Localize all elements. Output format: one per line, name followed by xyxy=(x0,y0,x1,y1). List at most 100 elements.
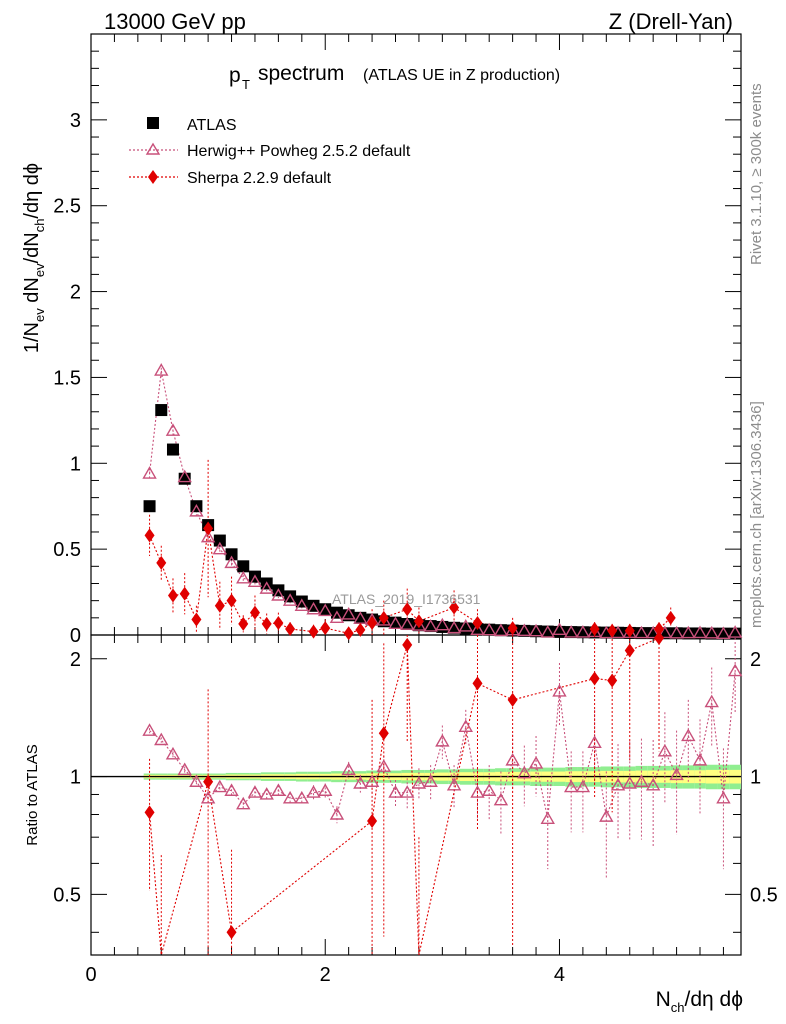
sherpa-ratio-point xyxy=(589,671,600,686)
sherpa-ratio-point xyxy=(654,630,665,645)
sherpa-point xyxy=(261,616,272,631)
herwig-ratio-point xyxy=(306,785,321,798)
herwig-point xyxy=(282,593,298,606)
title-sub-t: T xyxy=(242,77,250,92)
title-paren: (ATLAS UE in Z production) xyxy=(363,67,560,84)
herwig-point xyxy=(552,622,567,636)
sherpa-point xyxy=(249,605,260,620)
sherpa-point xyxy=(654,621,665,636)
rivet-version-label: Rivet 3.1.10, ≥ 300k events xyxy=(748,83,765,265)
legend-sherpa-label: Sherpa 2.2.9 default xyxy=(187,170,332,187)
ratio-series-group xyxy=(142,630,743,956)
herwig-ratio-point xyxy=(271,783,286,796)
atlas-point xyxy=(541,625,554,638)
sherpa-point xyxy=(507,621,518,636)
sherpa-ratio-point xyxy=(144,805,155,820)
herwig-point xyxy=(517,623,532,637)
main-y-axis-ticks xyxy=(91,50,741,636)
atlas-point xyxy=(213,534,226,547)
herwig-point xyxy=(446,620,462,634)
main-y-tick-label: 2.5 xyxy=(53,196,81,218)
atlas-point xyxy=(518,624,531,637)
herwig-point xyxy=(388,616,403,630)
atlas-point xyxy=(670,627,683,640)
herwig-point xyxy=(306,601,321,615)
atlas-point xyxy=(717,627,730,640)
ratio-x-axis-ticks xyxy=(90,635,724,955)
sherpa-point xyxy=(472,615,483,630)
herwig-point xyxy=(563,625,579,638)
atlas-point xyxy=(401,618,414,631)
sherpa-point xyxy=(378,610,389,625)
legend-atlas-marker xyxy=(147,117,159,129)
main-y-tick-label: 0 xyxy=(70,625,81,647)
herwig-point xyxy=(704,625,719,639)
sherpa-point xyxy=(402,602,413,617)
atlas-point xyxy=(448,621,461,634)
ratio-y-tick-labels-right: 0.5 1 2 xyxy=(750,649,778,907)
atlas-point xyxy=(530,625,543,638)
herwig-point xyxy=(212,541,228,555)
atlas-point xyxy=(155,404,168,417)
sherpa-point xyxy=(320,621,331,636)
sherpa-line xyxy=(149,528,672,634)
ylabel-part-b: ev xyxy=(32,308,47,322)
sherpa-point xyxy=(449,600,460,615)
herwig-ratio-point xyxy=(423,774,438,787)
sherpa-point xyxy=(191,612,202,627)
svg-text:1/Nev dNev/dNch/dη dϕ: 1/Nev dNev/dNch/dη dϕ xyxy=(21,163,47,353)
main-y-tick-labels: 0 0.5 1 1.5 2 2.5 3 xyxy=(53,110,81,647)
main-x-axis-ticks xyxy=(90,34,724,635)
herwig-ratio-point xyxy=(388,785,403,798)
sherpa-point xyxy=(355,622,366,637)
ylabel-part-d: ev xyxy=(32,263,47,277)
herwig-ratio-point xyxy=(540,811,555,824)
herwig-point xyxy=(294,598,310,612)
herwig-ratio-point xyxy=(528,756,544,769)
ylabel-part-e: /dN xyxy=(21,232,43,263)
herwig-ratio-point xyxy=(552,684,567,697)
herwig-ratio-point xyxy=(212,779,228,793)
sherpa-ratio-point xyxy=(624,643,635,658)
herwig-ratio-point xyxy=(704,694,719,708)
herwig-ratio-point xyxy=(364,774,380,787)
atlas-point xyxy=(494,624,507,637)
title-word: spectrum xyxy=(258,62,344,85)
herwig-point xyxy=(259,581,274,594)
herwig-point xyxy=(236,570,251,584)
herwig-point xyxy=(154,363,169,376)
herwig-ratio-point xyxy=(481,783,497,796)
herwig-ratio-point xyxy=(587,735,602,748)
ylabel-part-a: 1/N xyxy=(21,322,43,353)
sherpa-point xyxy=(144,528,155,543)
ratio-y-axis-label: Ratio to ATLAS xyxy=(24,744,41,845)
main-y-axis-label: 1/Nev dNev/dNch/dη dϕ xyxy=(21,163,47,353)
herwig-point xyxy=(716,626,731,639)
herwig-ratio-point xyxy=(353,776,368,789)
atlas-point xyxy=(237,560,250,573)
atlas-point xyxy=(225,548,238,561)
sherpa-point xyxy=(624,623,635,638)
herwig-ratio-point xyxy=(341,762,356,776)
ratio-y-tick-label: 2 xyxy=(70,649,81,671)
herwig-point xyxy=(329,610,345,624)
ratio-y-tick-label-right: 2 xyxy=(750,649,761,671)
herwig-point xyxy=(247,574,263,587)
sherpa-point xyxy=(285,621,296,636)
herwig-point xyxy=(470,622,485,636)
sherpa-ratio-point xyxy=(367,813,378,828)
sherpa-point xyxy=(238,616,249,631)
atlas-point xyxy=(295,595,308,608)
herwig-ratio-point xyxy=(177,762,192,776)
herwig-point xyxy=(189,503,204,517)
sherpa-point xyxy=(214,598,225,613)
atlas-point xyxy=(705,627,718,640)
atlas-point xyxy=(143,500,156,513)
herwig-ratio-point xyxy=(599,809,614,822)
sherpa-point xyxy=(226,593,237,608)
sherpa-ratio-point xyxy=(607,673,618,688)
x-tick-label: 4 xyxy=(554,964,565,986)
atlas-point xyxy=(483,623,496,636)
herwig-point xyxy=(177,469,192,483)
xlabel-part-c: /dη dϕ xyxy=(685,988,743,1011)
